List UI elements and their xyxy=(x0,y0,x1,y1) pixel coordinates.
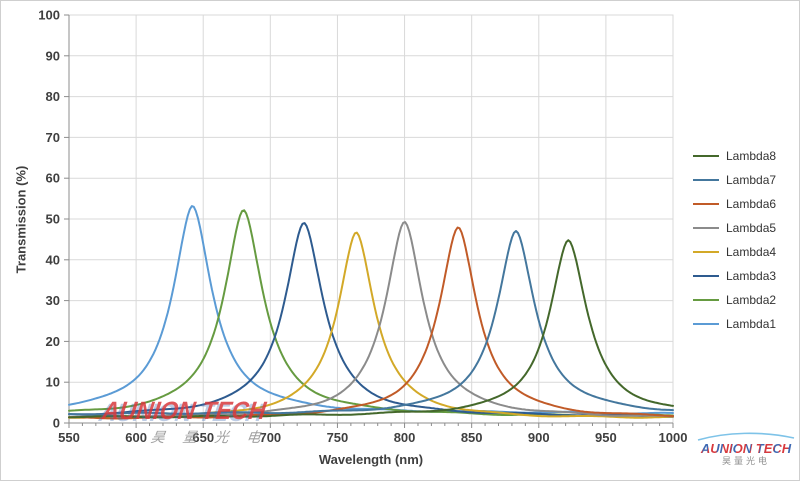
legend-item-lambda6: Lambda6 xyxy=(693,192,776,216)
svg-text:550: 550 xyxy=(58,430,80,445)
legend-swatch xyxy=(693,203,719,205)
legend-label: Lambda6 xyxy=(726,197,777,211)
legend-label: Lambda5 xyxy=(726,221,777,235)
svg-text:100: 100 xyxy=(38,8,60,23)
curve-lambda4 xyxy=(68,231,674,419)
legend-swatch xyxy=(693,179,719,181)
svg-text:10: 10 xyxy=(46,375,60,390)
y-axis-title: Transmission (%) xyxy=(13,165,29,274)
legend-label: Lambda8 xyxy=(726,149,777,163)
legend-item-lambda3: Lambda3 xyxy=(693,264,776,288)
legend-swatch xyxy=(693,299,719,301)
svg-text:650: 650 xyxy=(192,430,214,445)
svg-text:80: 80 xyxy=(46,89,60,104)
svg-text:900: 900 xyxy=(528,430,550,445)
svg-text:50: 50 xyxy=(46,212,60,227)
svg-text:60: 60 xyxy=(46,171,60,186)
svg-text:700: 700 xyxy=(259,430,281,445)
svg-text:30: 30 xyxy=(46,293,60,308)
legend-swatch xyxy=(693,251,719,253)
legend-item-lambda1: Lambda1 xyxy=(693,312,776,336)
legend-label: Lambda2 xyxy=(726,293,777,307)
legend-label: Lambda1 xyxy=(726,317,777,331)
svg-text:800: 800 xyxy=(394,430,416,445)
legend-label: Lambda7 xyxy=(726,173,777,187)
svg-text:40: 40 xyxy=(46,252,60,267)
legend-label: Lambda3 xyxy=(726,269,777,283)
svg-text:1000: 1000 xyxy=(659,430,688,445)
x-axis-title: Wavelength (nm) xyxy=(318,452,424,467)
legend-swatch xyxy=(693,227,719,229)
svg-text:850: 850 xyxy=(461,430,483,445)
curve-lambda2 xyxy=(68,209,674,417)
legend-label: Lambda4 xyxy=(726,245,777,259)
legend: Lambda8 Lambda7 Lambda6 Lambda5 Lambda4 Lambd… xyxy=(693,144,776,336)
svg-text:70: 70 xyxy=(46,130,60,145)
legend-item-lambda8: Lambda8 xyxy=(693,144,776,168)
curve-lambda3 xyxy=(68,222,674,418)
legend-swatch xyxy=(693,155,719,157)
svg-text:0: 0 xyxy=(53,416,60,431)
svg-text:950: 950 xyxy=(595,430,617,445)
curve-lambda7 xyxy=(68,230,674,416)
legend-swatch xyxy=(693,323,719,325)
curve-lambda8 xyxy=(68,239,674,419)
svg-text:600: 600 xyxy=(125,430,147,445)
legend-item-lambda4: Lambda4 xyxy=(693,240,776,264)
legend-swatch xyxy=(693,275,719,277)
svg-text:90: 90 xyxy=(46,48,60,63)
legend-item-lambda2: Lambda2 xyxy=(693,288,776,312)
legend-item-lambda7: Lambda7 xyxy=(693,168,776,192)
svg-text:20: 20 xyxy=(46,334,60,349)
legend-item-lambda5: Lambda5 xyxy=(693,216,776,240)
curve-lambda6 xyxy=(68,226,674,420)
svg-text:750: 750 xyxy=(327,430,349,445)
curve-lambda5 xyxy=(68,221,674,419)
